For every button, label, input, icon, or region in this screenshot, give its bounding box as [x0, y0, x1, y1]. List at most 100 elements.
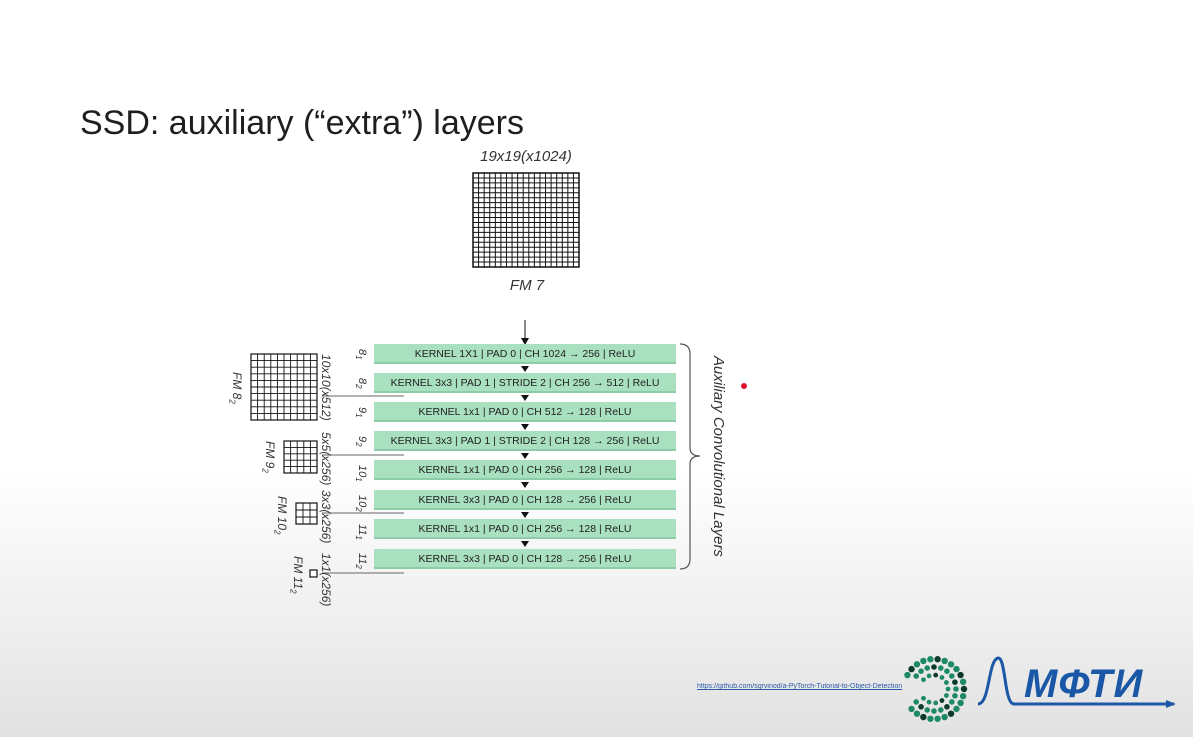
feature-map-name-text: FM 10	[275, 496, 289, 531]
row-arrow	[521, 541, 529, 547]
layer-row: KERNEL 1x1 | PAD 0 | CH 512 → 128 | ReLU	[374, 402, 676, 422]
logo-dot	[921, 695, 926, 701]
layer-index-number: 10	[356, 465, 368, 478]
red-dot-pointer	[741, 383, 747, 389]
fm7-label: FM 7	[509, 277, 545, 294]
logo-dot	[941, 657, 948, 665]
logo-dot	[947, 661, 955, 668]
logo-dot	[920, 713, 927, 721]
layer-index-subscript: 1	[353, 355, 363, 360]
layer-index-number: 11	[356, 524, 368, 536]
logo-dot	[927, 656, 934, 663]
layer-row: KERNEL 1X1 | PAD 0 | CH 1024 → 256 | ReL…	[374, 344, 676, 364]
layer-row: KERNEL 3x3 | PAD 0 | CH 128 → 256 | ReLU	[374, 490, 676, 510]
layer-row: KERNEL 3x3 | PAD 1 | STRIDE 2 | CH 128 →…	[374, 431, 676, 451]
logo-dot	[908, 665, 915, 673]
layer-index-subscript: 2	[353, 564, 363, 569]
logo-dot	[918, 703, 924, 710]
row-arrow	[521, 366, 529, 372]
layer-row: KERNEL 1x1 | PAD 0 | CH 256 → 128 | ReLU	[374, 519, 676, 539]
feature-map-name-text: FM 9	[263, 441, 277, 469]
source-link[interactable]: https://github.com/sgrvinod/a-PyTorch-Tu…	[697, 683, 903, 690]
logo-dot	[952, 692, 958, 699]
feature-map-name: FM 102	[273, 496, 289, 534]
feature-map-name-subscript: 2	[272, 530, 282, 535]
layer-index-label: 102	[354, 495, 368, 512]
logo-dot	[957, 671, 964, 679]
logo-dot	[953, 686, 959, 692]
logo-dot	[952, 679, 958, 686]
row-arrow	[521, 424, 529, 430]
logo-dot	[926, 673, 932, 679]
feature-map-dims: 5x5(x256)	[319, 432, 333, 486]
row-arrow	[521, 395, 529, 401]
feature-map-grid	[250, 353, 318, 421]
logo-dot	[948, 673, 955, 679]
feature-map-grid	[295, 502, 318, 525]
logo-dot	[918, 668, 924, 675]
logo-dot	[943, 693, 949, 698]
fm7-grid	[472, 172, 580, 268]
logo-dot	[941, 713, 948, 721]
logo-dot	[939, 675, 945, 680]
feature-map-name: FM 82	[228, 372, 244, 404]
layer-row: KERNEL 3x3 | PAD 0 | CH 128 → 256 | ReLU	[374, 549, 676, 569]
logo-dot	[913, 673, 920, 679]
feature-map-name-subscript: 2	[227, 399, 237, 404]
fm7-dims-label: 19x19(x1024)	[480, 148, 572, 165]
row-arrow	[521, 482, 529, 488]
row-arrow	[521, 453, 529, 459]
logo-dot	[904, 671, 911, 679]
layer-index-subscript: 1	[353, 477, 363, 482]
logo-dot	[913, 699, 920, 705]
logo-dot	[908, 705, 915, 713]
layer-index-label: 111	[354, 524, 368, 540]
bracket-label: Auxiliary Convolutional Layers	[710, 356, 727, 557]
layer-index-label: 112	[354, 553, 368, 569]
logo-dot	[947, 710, 955, 717]
layer-index-label: 92	[354, 436, 368, 447]
feature-map-dims: 10x10(x512)	[319, 354, 333, 421]
down-arrow	[521, 320, 529, 345]
logo-dot	[933, 700, 939, 706]
layer-index-label: 82	[354, 378, 368, 389]
logo-dot	[934, 656, 941, 663]
logo-dot	[937, 665, 944, 671]
logo-dot	[944, 703, 950, 710]
layers-bracket	[679, 343, 701, 570]
logo-dot	[953, 705, 960, 713]
logo-dot	[939, 698, 945, 703]
logo-dot	[924, 665, 931, 671]
feature-map-name-subscript: 2	[288, 589, 298, 594]
logo-dot	[948, 699, 955, 705]
logo-dot	[957, 699, 964, 707]
logo-dot	[937, 707, 944, 713]
slide-title: SSD: auxiliary (“extra”) layers	[80, 104, 524, 142]
logo-dot	[926, 699, 932, 705]
layer-index-label: 91	[354, 407, 368, 418]
logo-dot	[913, 661, 921, 668]
logo-dot	[943, 680, 949, 685]
logo-dot	[931, 708, 937, 714]
feature-map-name-subscript: 2	[260, 468, 270, 473]
layer-index-subscript: 2	[353, 384, 363, 389]
logo-dot	[921, 677, 926, 683]
logo-dot	[953, 665, 960, 673]
logo-dot	[931, 664, 937, 670]
feature-map-name-text: FM 11	[291, 556, 305, 590]
logo-dot	[920, 657, 927, 665]
logo-dot	[934, 715, 941, 722]
feature-map-name: FM 92	[261, 441, 277, 473]
layer-index-label: 101	[354, 465, 368, 482]
logo-dot	[924, 707, 931, 713]
layer-index-label: 81	[354, 349, 368, 360]
feature-map-name: FM 112	[289, 556, 305, 594]
layer-index-number: 10	[356, 495, 368, 508]
logo-dot	[933, 672, 939, 678]
feature-map-grid	[309, 569, 318, 578]
layer-row: KERNEL 1x1 | PAD 0 | CH 256 → 128 | ReLU	[374, 460, 676, 480]
row-arrow	[521, 512, 529, 518]
logo-dot	[913, 710, 921, 717]
logo-dot	[960, 685, 968, 693]
